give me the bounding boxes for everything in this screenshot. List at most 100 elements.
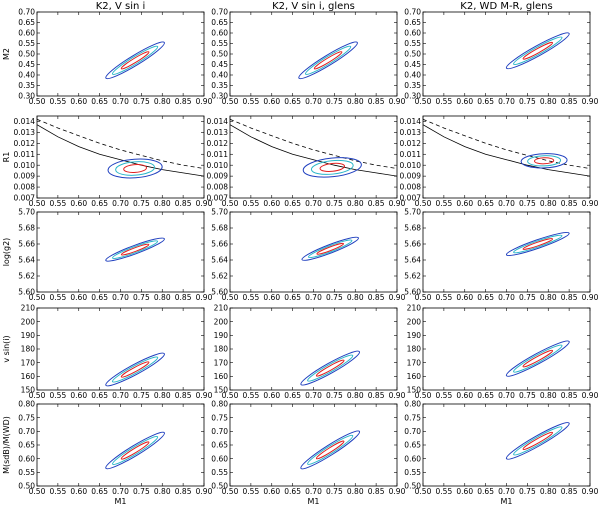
y-tick-label: 170	[214, 358, 229, 367]
y-tick-label: 0.70	[404, 8, 421, 17]
y-tick-label: 0.70	[211, 8, 228, 17]
y-axis-label: v sin(i)	[2, 335, 11, 362]
y-tick-label: 0.009	[207, 172, 229, 181]
y-tick-label: 0.007	[14, 194, 36, 203]
y-tick-label: 0.013	[400, 128, 422, 137]
y-tick-label: 0.65	[404, 441, 421, 450]
y-tick-label: 0.55	[18, 468, 35, 477]
dashed-curve	[37, 118, 204, 169]
x-tick-label: 0.75	[326, 199, 343, 208]
y-tick-label: 5.70	[211, 208, 228, 217]
x-tick-label: 0.80	[347, 391, 364, 400]
contour-middle	[112, 435, 159, 466]
x-tick-label: 0.50	[29, 293, 46, 302]
y-tick-label: 0.50	[404, 482, 421, 491]
y-tick-label: 200	[21, 317, 36, 326]
panel-grid: 0.50 0.55 0.60 0.65 0.70 0.75 0.80 0.85 0.900.30…	[2, 8, 599, 506]
x-tick-label: 0.55	[50, 97, 67, 106]
x-tick-label: 0.50	[29, 199, 46, 208]
x-tick-label: 0.80	[540, 199, 557, 208]
y-tick-label: 5.64	[404, 256, 421, 265]
y-tick-label: 5.66	[211, 240, 228, 249]
x-tick-label: 0.65	[477, 293, 494, 302]
x-tick-label: 0.80	[154, 391, 171, 400]
x-tick-label: 0.55	[50, 487, 67, 496]
y-tick-label: 0.75	[404, 413, 421, 422]
x-tick-label: 0.60	[70, 199, 87, 208]
y-tick-label: 0.50	[18, 50, 35, 59]
y-tick-label: 0.70	[18, 427, 35, 436]
x-tick-label: 0.75	[133, 97, 150, 106]
y-tick-label: 0.012	[207, 139, 229, 148]
x-tick-label: 0.85	[368, 487, 385, 496]
x-tick-label: 0.85	[175, 487, 192, 496]
contour-outer	[505, 422, 570, 460]
x-tick-label: 0.80	[154, 293, 171, 302]
contour-inner	[120, 441, 150, 460]
y-tick-label: 0.010	[207, 161, 229, 170]
dashed-curve	[230, 118, 397, 169]
y-tick-label: 0.45	[211, 60, 228, 69]
x-tick-label: 0.85	[175, 391, 192, 400]
x-tick-label: 0.65	[477, 199, 494, 208]
y-tick-label: 200	[214, 317, 229, 326]
y-tick-label: 0.60	[18, 454, 35, 463]
y-tick-label: 170	[21, 358, 36, 367]
x-tick-label: 0.60	[263, 487, 280, 496]
x-tick-label: 0.55	[50, 293, 67, 302]
contour-middle	[307, 354, 354, 382]
contour-middle	[111, 356, 159, 383]
contour-outer	[505, 32, 570, 70]
contour-inner	[522, 349, 554, 368]
y-tick-label: 0.65	[18, 18, 35, 27]
plot-frame	[422, 307, 591, 391]
x-tick-label: 0.90	[582, 97, 599, 106]
x-tick-label: 0.80	[347, 487, 364, 496]
x-tick-label: 0.70	[498, 199, 515, 208]
plot-frame	[422, 403, 591, 487]
panel-r2-c3: 0.50 0.55 0.60 0.65 0.70 0.75 0.80 0.85 0.90 0.00…	[400, 115, 599, 208]
x-tick-label: 0.75	[519, 97, 536, 106]
x-tick-label: 0.50	[222, 391, 239, 400]
x-tick-label: 0.70	[112, 199, 129, 208]
y-tick-label: 190	[21, 331, 36, 340]
y-tick-label: 0.75	[211, 413, 228, 422]
y-tick-label: 210	[214, 304, 229, 313]
x-tick-label: 0.50	[415, 293, 432, 302]
contour-outer	[505, 232, 570, 256]
x-tick-label: 0.55	[243, 293, 260, 302]
y-tick-label: 5.66	[18, 240, 35, 249]
x-tick-label: 0.65	[91, 487, 108, 496]
x-tick-label: 0.75	[519, 391, 536, 400]
column-title-2: K2, V sin i, glens	[272, 1, 355, 12]
x-tick-label: 0.85	[561, 97, 578, 106]
x-tick-label: 0.80	[540, 293, 557, 302]
contour-outer	[105, 431, 165, 470]
x-tick-label: 0.55	[436, 293, 453, 302]
solid-curve	[37, 124, 204, 177]
x-axis-label: M1	[115, 497, 127, 506]
column-titles: K2, V sin i K2, V sin i, glens K2, WD M-R,…	[96, 1, 553, 12]
x-tick-label: 0.65	[477, 97, 494, 106]
y-tick-label: 0.70	[404, 427, 421, 436]
y-axis-label: M(sdB)/M(WD)	[2, 416, 11, 474]
y-tick-label: 5.60	[211, 288, 228, 297]
panel-r3-c1: 0.50 0.55 0.60 0.65 0.70 0.75 0.80 0.85 0.90 5.60…	[2, 208, 213, 302]
x-tick-label: 0.55	[436, 391, 453, 400]
plot-frame	[229, 211, 398, 293]
x-tick-label: 0.90	[196, 97, 213, 106]
y-tick-label: 0.80	[18, 400, 35, 409]
y-tick-label: 5.62	[211, 272, 228, 281]
y-tick-label: 0.65	[211, 18, 228, 27]
contour-middle	[307, 434, 354, 465]
x-tick-label: 0.80	[154, 487, 171, 496]
x-tick-label: 0.80	[154, 97, 171, 106]
x-tick-label: 0.60	[456, 97, 473, 106]
contour-inner	[120, 243, 150, 256]
x-tick-label: 0.65	[477, 487, 494, 496]
contour-middle	[115, 161, 156, 176]
x-tick-label: 0.50	[29, 391, 46, 400]
y-tick-label: 0.70	[18, 8, 35, 17]
x-tick-label: 0.70	[498, 293, 515, 302]
x-tick-label: 0.85	[368, 391, 385, 400]
